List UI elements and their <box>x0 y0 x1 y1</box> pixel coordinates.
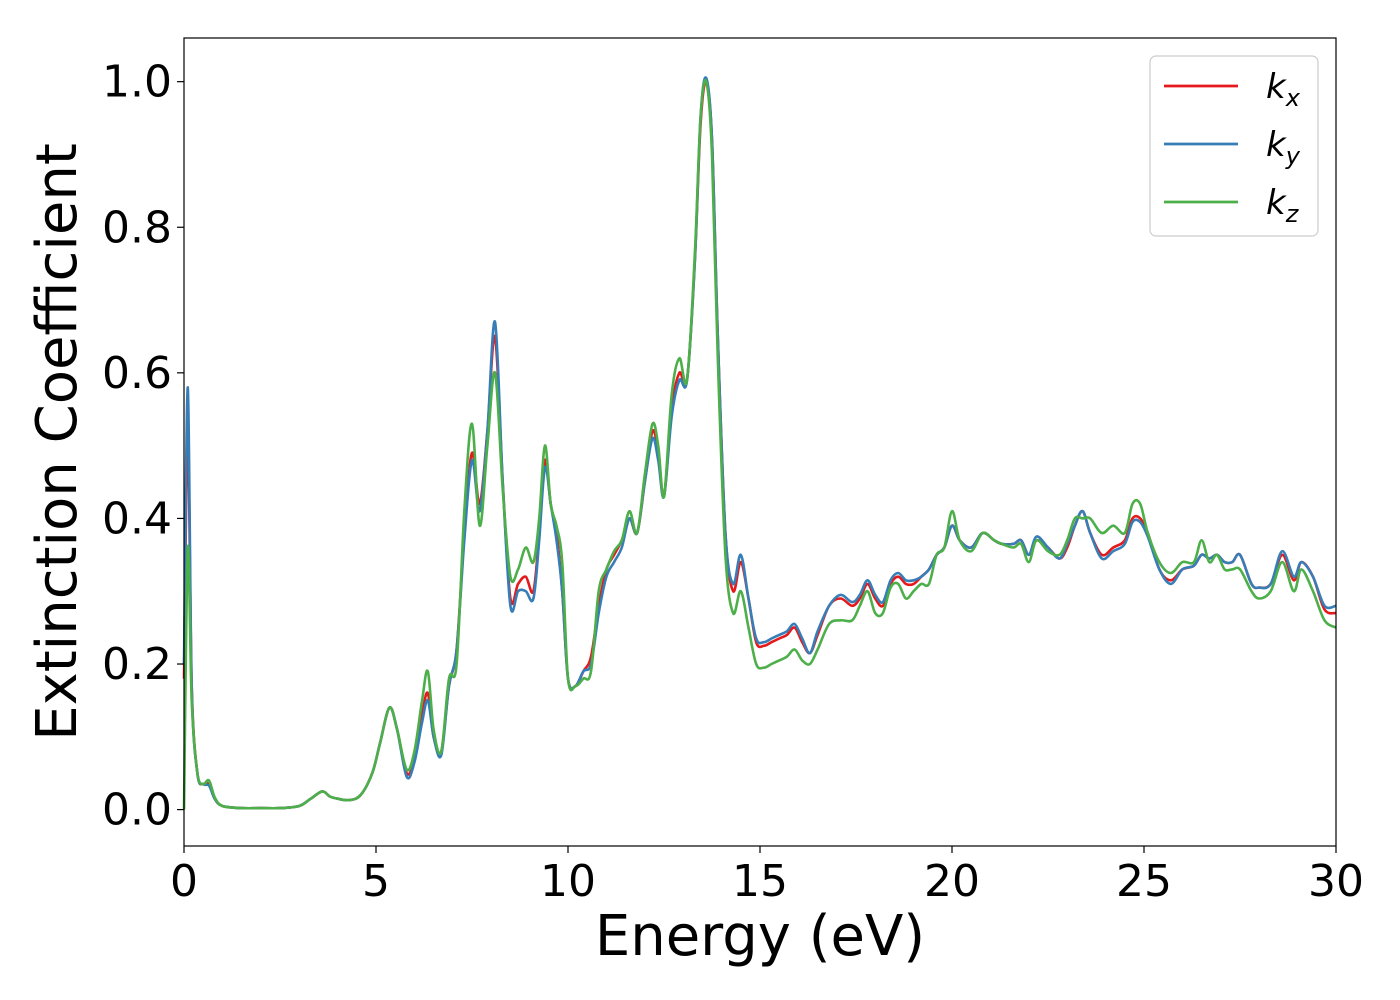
series-layer <box>182 76 1337 810</box>
series-line-z <box>182 79 1337 810</box>
x-tick-label: 20 <box>924 856 980 907</box>
x-axis-title: Energy (eV) <box>595 904 925 969</box>
x-tick-label: 25 <box>1116 856 1172 907</box>
plot-background <box>184 38 1336 846</box>
x-tick-label: 0 <box>170 856 198 907</box>
y-tick-label: 0.0 <box>102 785 172 836</box>
y-tick-label: 0.2 <box>102 639 172 690</box>
x-tick-label: 5 <box>362 856 390 907</box>
y-tick-label: 0.6 <box>102 348 172 399</box>
x-tick-label: 10 <box>540 856 596 907</box>
y-tick-label: 0.4 <box>102 493 172 544</box>
ticks-layer: 0 5 10 15 20 25 30 0.0 0.2 0.4 0.6 0.8 1.0 <box>102 57 1364 907</box>
x-tick-label: 30 <box>1308 856 1364 907</box>
legend-box <box>1149 55 1319 237</box>
y-tick-label: 0.8 <box>102 202 172 253</box>
x-tick-label: 15 <box>732 856 788 907</box>
y-tick-label: 1.0 <box>102 57 172 108</box>
plot-frame <box>183 37 1337 847</box>
y-axis-title: Extinction Coefficient <box>25 143 90 741</box>
